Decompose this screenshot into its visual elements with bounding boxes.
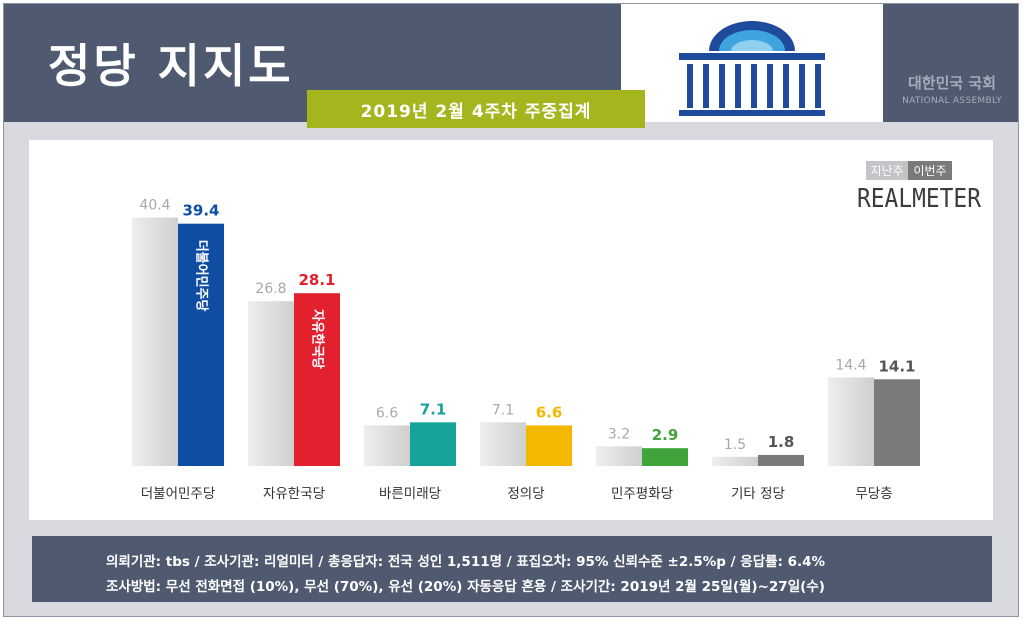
survey-info-footer: 의뢰기관: tbs / 조사기관: 리얼미터 / 총응답자: 전국 성인 1,5… bbox=[32, 536, 992, 602]
value-label-previous-6: 14.4 bbox=[835, 357, 866, 373]
bar-previous-2 bbox=[364, 425, 410, 466]
page-title: 정당 지지도 bbox=[48, 39, 294, 93]
value-label-current-4: 2.9 bbox=[652, 426, 679, 444]
assembly-name-en: NATIONAL ASSEMBLY bbox=[902, 96, 1002, 106]
bar-current-4 bbox=[642, 448, 688, 466]
value-label-previous-4: 3.2 bbox=[608, 426, 630, 442]
value-label-current-2: 7.1 bbox=[420, 400, 447, 418]
bar-previous-4 bbox=[596, 446, 642, 466]
bar-previous-3 bbox=[480, 422, 526, 466]
assembly-logo-text: 대한민국 국회 NATIONAL ASSEMBLY bbox=[886, 72, 1018, 106]
category-label-0: 더불어민주당 bbox=[141, 486, 216, 502]
legend-current-week: 이번주 bbox=[908, 161, 952, 180]
bar-previous-5 bbox=[712, 456, 758, 466]
assembly-logo-box bbox=[621, 4, 883, 122]
bar-current-3 bbox=[526, 425, 572, 466]
assembly-name-ko: 대한민국 국회 bbox=[907, 74, 997, 92]
category-label-3: 정의당 bbox=[507, 486, 544, 502]
national-assembly-building-icon bbox=[679, 21, 825, 116]
bar-current-1 bbox=[294, 293, 340, 466]
party-logo-text-0: 더불어민주당 bbox=[194, 240, 210, 312]
value-label-previous-3: 7.1 bbox=[492, 402, 514, 418]
realmeter-logo: REALMETER bbox=[857, 184, 981, 214]
bar-current-0 bbox=[178, 223, 224, 466]
value-label-current-5: 1.8 bbox=[768, 433, 795, 451]
infographic-frame: 정당 지지도 대한민국 국회 NAT bbox=[3, 3, 1019, 617]
value-label-previous-1: 26.8 bbox=[255, 281, 286, 297]
bar-previous-1 bbox=[248, 301, 294, 466]
survey-info-line-2: 조사방법: 무선 전화면접 (10%), 무선 (70%), 유선 (20%) … bbox=[106, 579, 825, 595]
category-label-6: 무당층 bbox=[855, 486, 892, 502]
bar-previous-0 bbox=[132, 217, 178, 466]
value-label-current-3: 6.6 bbox=[536, 403, 563, 421]
bar-current-6 bbox=[874, 379, 920, 466]
category-label-4: 민주평화당 bbox=[611, 486, 673, 502]
subtitle-banner: 2019년 2월 4주차 주중집계 bbox=[307, 90, 645, 128]
value-label-previous-5: 1.5 bbox=[724, 437, 746, 453]
party-logo-text-1: 자유한국당 bbox=[310, 309, 326, 369]
survey-info-line-1: 의뢰기관: tbs / 조사기관: 리얼미터 / 총응답자: 전국 성인 1,5… bbox=[106, 554, 826, 570]
bar-previous-6 bbox=[828, 377, 874, 466]
value-label-current-0: 39.4 bbox=[182, 202, 219, 220]
bar-current-5 bbox=[758, 454, 804, 466]
category-label-5: 기타 정당 bbox=[731, 486, 785, 502]
bar-current-2 bbox=[410, 422, 456, 466]
value-label-current-1: 28.1 bbox=[298, 271, 335, 289]
value-label-current-6: 14.1 bbox=[878, 357, 915, 375]
value-label-previous-0: 40.4 bbox=[139, 198, 170, 214]
value-label-previous-2: 6.6 bbox=[376, 405, 398, 421]
legend-previous-week: 지난주 bbox=[866, 161, 908, 180]
category-label-2: 바른미래당 bbox=[379, 486, 441, 502]
category-label-1: 자유한국당 bbox=[263, 486, 325, 502]
